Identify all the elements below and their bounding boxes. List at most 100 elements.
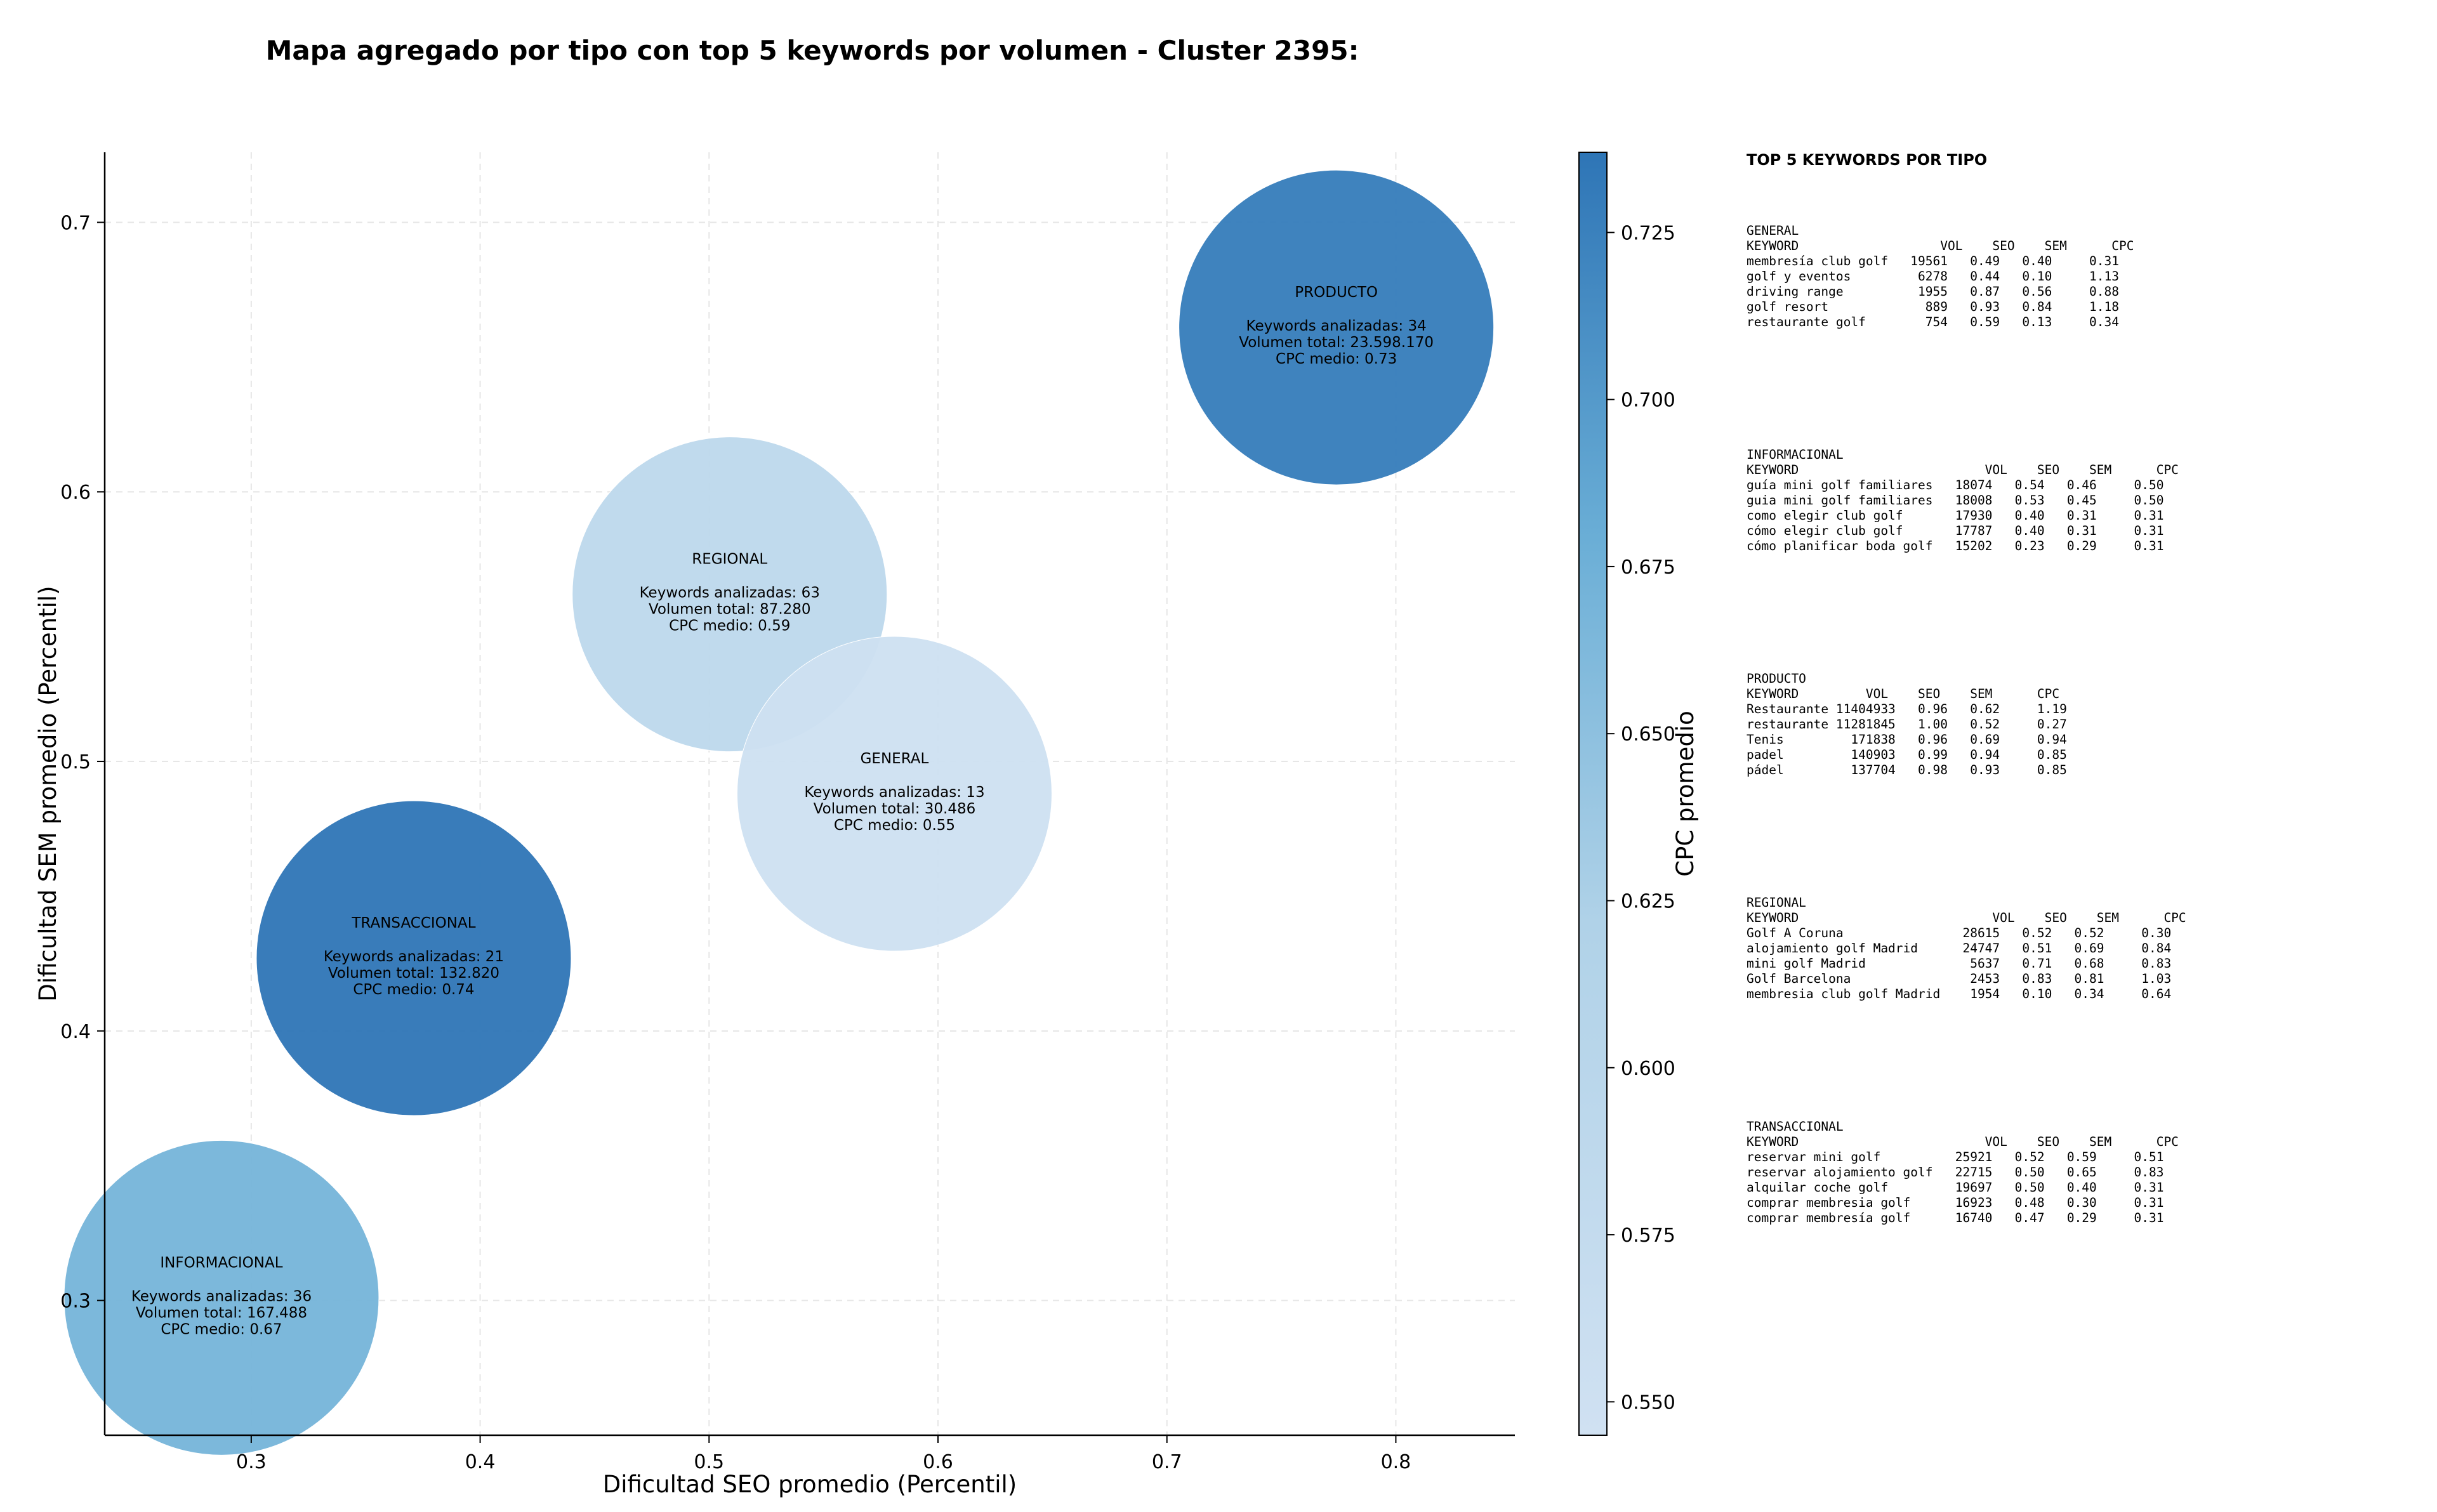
keyword-row: padel 140903 0.99 0.94 0.85 — [1747, 747, 2067, 762]
y-tick-label: 0.6 — [60, 482, 91, 504]
bubble-transaccional: TRANSACCIONAL Keywords analizadas: 21Volu… — [256, 800, 572, 1116]
keyword-row: reservar alojamiento golf 22715 0.50 0.6… — [1747, 1165, 2164, 1180]
keyword-table: PRODUCTO KEYWORD VOL SEO SEM CPC Restaur… — [1747, 671, 2381, 778]
bubble-circle — [256, 800, 572, 1116]
bubble-circle — [1179, 169, 1495, 485]
bubble-label: REGIONAL — [692, 551, 767, 568]
keyword-row: cómo planificar boda golf 15202 0.23 0.2… — [1747, 539, 2164, 553]
bubble-stat: Keywords analizadas: 34 — [1246, 318, 1427, 334]
keyword-row: Restaurante 11404933 0.96 0.62 1.19 — [1747, 702, 2067, 716]
colorbar-tick-label: 0.700 — [1621, 390, 1675, 412]
keyword-section-title: INFORMACIONAL — [1747, 447, 1844, 462]
chart-title: Mapa agregado por tipo con top 5 keyword… — [265, 35, 1359, 66]
keyword-table: REGIONAL KEYWORD VOL SEO SEM CPC Golf A … — [1747, 895, 2381, 1002]
keyword-section-title: GENERAL — [1747, 223, 1799, 238]
y-tick-label: 0.4 — [60, 1021, 91, 1043]
keyword-row: guia mini golf familiares 18008 0.53 0.4… — [1747, 493, 2164, 508]
x-tick-label: 0.4 — [465, 1451, 496, 1473]
colorbar: 0.550 0.575 0.600 0.625 0.650 0.675 0.700 0.725… — [1578, 152, 1699, 1436]
keyword-row: golf resort 889 0.93 0.84 1.18 — [1747, 299, 2119, 314]
colorbar-label: CPC promedio — [1672, 711, 1699, 876]
keyword-section-producto: PRODUCTO KEYWORD VOL SEO SEM CPC Restaur… — [1747, 671, 2381, 895]
keyword-section-informacional: INFORMACIONAL KEYWORD VOL SEO SEM CPC gu… — [1747, 447, 2381, 671]
keyword-row: golf y eventos 6278 0.44 0.10 1.13 — [1747, 269, 2119, 284]
bubble-label: TRANSACCIONAL — [351, 915, 475, 931]
keyword-table: INFORMACIONAL KEYWORD VOL SEO SEM CPC gu… — [1747, 447, 2381, 554]
keyword-row: comprar membresía golf 16740 0.47 0.29 0… — [1747, 1211, 2164, 1225]
keyword-table-header: KEYWORD VOL SEO SEM CPC — [1747, 687, 2060, 701]
bubble-stat: CPC medio: 0.55 — [834, 817, 955, 834]
y-tick-label: 0.3 — [60, 1291, 91, 1313]
keyword-sections: GENERAL KEYWORD VOL SEO SEM CPC membresí… — [1747, 223, 2381, 1343]
keyword-row: mini golf Madrid 5637 0.71 0.68 0.83 — [1747, 956, 2172, 971]
keyword-row: guía mini golf familiares 18074 0.54 0.4… — [1747, 478, 2164, 492]
keyword-row: cómo elegir club golf 17787 0.40 0.31 0.… — [1747, 523, 2164, 538]
keyword-row: como elegir club golf 17930 0.40 0.31 0.… — [1747, 508, 2164, 523]
keyword-row: pádel 137704 0.98 0.93 0.85 — [1747, 763, 2067, 777]
keyword-row: driving range 1955 0.87 0.56 0.88 — [1747, 284, 2119, 299]
keyword-row: restaurante golf 754 0.59 0.13 0.34 — [1747, 315, 2119, 329]
keyword-panel-heading: TOP 5 KEYWORDS POR TIPO — [1747, 151, 1988, 169]
keyword-row: comprar membresia golf 16923 0.48 0.30 0… — [1747, 1195, 2164, 1210]
x-tick-label: 0.3 — [236, 1451, 267, 1473]
bubble-stat: Volumen total: 23.598.170 — [1239, 334, 1434, 351]
y-tick-label: 0.7 — [60, 212, 91, 234]
x-tick-label: 0.5 — [694, 1451, 724, 1473]
bubble-stat: Keywords analizadas: 21 — [324, 949, 504, 965]
bubble-label: GENERAL — [861, 751, 929, 767]
colorbar-tick-label: 0.675 — [1621, 556, 1675, 579]
bubble-circle — [63, 1140, 380, 1456]
keyword-table: GENERAL KEYWORD VOL SEO SEM CPC membresí… — [1747, 223, 2381, 330]
bubble-circle — [736, 636, 1052, 952]
keyword-table: TRANSACCIONAL KEYWORD VOL SEO SEM CPC re… — [1747, 1119, 2381, 1226]
x-tick-label: 0.6 — [923, 1451, 953, 1473]
colorbar-gradient — [1578, 152, 1608, 1436]
bubble-informacional: INFORMACIONAL Keywords analizadas: 36Volu… — [63, 1140, 380, 1456]
bubble-stat: Keywords analizadas: 36 — [131, 1288, 312, 1305]
keyword-table-header: KEYWORD VOL SEO SEM CPC — [1747, 1134, 2179, 1149]
y-tick-label: 0.5 — [60, 751, 91, 773]
bubble-stat: Keywords analizadas: 63 — [640, 585, 820, 602]
keyword-section-title: PRODUCTO — [1747, 671, 1806, 686]
bubble-stat: CPC medio: 0.67 — [161, 1321, 282, 1338]
axes: 0.3 0.4 0.5 0.6 0.7 0.8 0.3 0.4 0.5 0.6 0.7 Dificul… — [34, 152, 1515, 1498]
keyword-section-title: TRANSACCIONAL — [1747, 1119, 1844, 1134]
y-axis-label: Dificultad SEM promedio (Percentil) — [34, 586, 62, 1001]
bubble-stat: Keywords analizadas: 13 — [804, 784, 984, 801]
keyword-row: alquilar coche golf 19697 0.50 0.40 0.31 — [1747, 1180, 2164, 1195]
keyword-section-regional: REGIONAL KEYWORD VOL SEO SEM CPC Golf A … — [1747, 895, 2381, 1119]
colorbar-tick-label: 0.600 — [1621, 1058, 1675, 1080]
x-tick-label: 0.8 — [1381, 1451, 1411, 1473]
keyword-row: Tenis 171838 0.96 0.69 0.94 — [1747, 732, 2067, 747]
keyword-row: restaurante 11281845 1.00 0.52 0.27 — [1747, 717, 2067, 732]
keyword-row: Golf A Coruna 28615 0.52 0.52 0.30 — [1747, 926, 2172, 940]
bubble-stat: CPC medio: 0.73 — [1276, 351, 1397, 367]
bubble-stat: Volumen total: 87.280 — [649, 602, 811, 618]
keyword-row: membresia club golf Madrid 1954 0.10 0.3… — [1747, 987, 2172, 1001]
x-axis-label: Dificultad SEO promedio (Percentil) — [603, 1471, 1017, 1498]
keyword-row: membresía club golf 19561 0.49 0.40 0.31 — [1747, 254, 2119, 268]
bubble-stat: CPC medio: 0.59 — [669, 618, 790, 634]
bubble-stat: CPC medio: 0.74 — [353, 982, 474, 998]
colorbar-tick-label: 0.575 — [1621, 1225, 1675, 1247]
x-tick-label: 0.7 — [1152, 1451, 1182, 1473]
bubble-label: INFORMACIONAL — [160, 1254, 282, 1271]
keyword-table-header: KEYWORD VOL SEO SEM CPC — [1747, 239, 2134, 253]
colorbar-tick-label: 0.625 — [1621, 891, 1675, 913]
bubble-label: PRODUCTO — [1295, 284, 1378, 301]
bubble-stat: Volumen total: 132.820 — [328, 965, 499, 982]
bubble-stat: Volumen total: 30.486 — [814, 801, 976, 817]
keyword-panel: TOP 5 KEYWORDS POR TIPO GENERAL KEYWORD … — [1747, 151, 2381, 1343]
keyword-section-transaccional: TRANSACCIONAL KEYWORD VOL SEO SEM CPC re… — [1747, 1119, 2381, 1343]
keyword-table-header: KEYWORD VOL SEO SEM CPC — [1747, 463, 2179, 477]
colorbar-tick-label: 0.550 — [1621, 1391, 1675, 1414]
keyword-section-general: GENERAL KEYWORD VOL SEO SEM CPC membresí… — [1747, 223, 2381, 447]
colorbar-tick-label: 0.650 — [1621, 723, 1675, 746]
keyword-row: reservar mini golf 25921 0.52 0.59 0.51 — [1747, 1150, 2164, 1164]
bubble-stat: Volumen total: 167.488 — [136, 1305, 307, 1321]
colorbar-tick-label: 0.725 — [1621, 222, 1675, 244]
